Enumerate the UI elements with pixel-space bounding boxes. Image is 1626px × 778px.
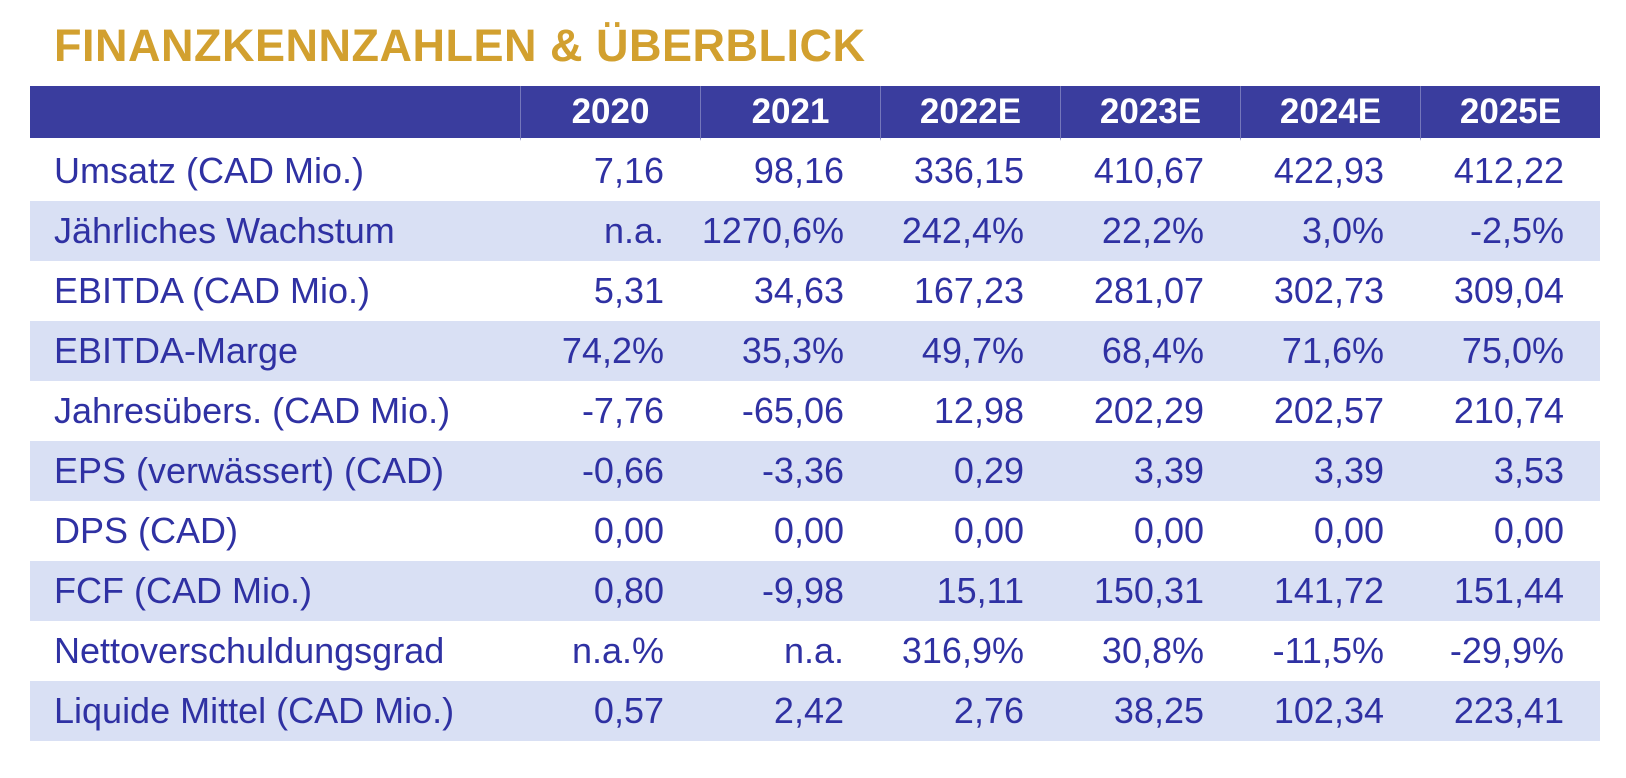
cell-value: -7,76 bbox=[581, 390, 664, 431]
cell-value: -11,5% bbox=[1272, 630, 1384, 671]
year-column-header: 2025E bbox=[1420, 86, 1600, 141]
page-title: FINANZKENNZAHLEN & ÜBERBLICK bbox=[54, 20, 866, 71]
cell-value: 12,98 bbox=[933, 390, 1024, 431]
cell-value: 151,44 bbox=[1453, 570, 1564, 611]
cell-value: 71,6% bbox=[1281, 330, 1384, 371]
cell-value: 2,42 bbox=[773, 690, 844, 731]
table-header: 2020 2021 2022E 2023E 2024E 2025E bbox=[30, 86, 1600, 141]
row-label: EBITDA (CAD Mio.) bbox=[54, 270, 371, 311]
cell-value: 1270,6% bbox=[701, 210, 844, 251]
cell-value: 22,2% bbox=[1101, 210, 1204, 251]
cell-value: 0,00 bbox=[953, 510, 1024, 551]
cell-value: n.a. bbox=[603, 210, 664, 251]
metric-column-header bbox=[30, 86, 520, 141]
cell-value: 302,73 bbox=[1273, 270, 1384, 311]
cell-value: -3,36 bbox=[761, 450, 844, 491]
table-row: EBITDA (CAD Mio.) 5,31 34,63 167,23 281,07 30… bbox=[30, 261, 1600, 321]
row-label: EPS (verwässert) (CAD) bbox=[54, 450, 445, 491]
table-row: Jahresübers. (CAD Mio.) -7,76 -65,06 12,98 2… bbox=[30, 381, 1600, 441]
row-label: Jahresübers. (CAD Mio.) bbox=[54, 390, 451, 431]
cell-value: 0,00 bbox=[1313, 510, 1384, 551]
year-column-header: 2022E bbox=[880, 86, 1060, 141]
row-label: Nettoverschuldungsgrad bbox=[54, 630, 445, 671]
cell-value: 98,16 bbox=[753, 150, 844, 191]
cell-value: 412,22 bbox=[1453, 150, 1564, 191]
cell-value: -29,9% bbox=[1449, 630, 1564, 671]
cell-value: 150,31 bbox=[1093, 570, 1204, 611]
cell-value: 0,80 bbox=[593, 570, 664, 611]
cell-value: 422,93 bbox=[1273, 150, 1384, 191]
row-label: Liquide Mittel (CAD Mio.) bbox=[54, 690, 455, 731]
year-column-header: 2020 bbox=[520, 86, 700, 141]
cell-value: 242,4% bbox=[901, 210, 1024, 251]
cell-value: 309,04 bbox=[1453, 270, 1564, 311]
table-row: DPS (CAD) 0,00 0,00 0,00 0,00 0,00 0,00 bbox=[30, 501, 1600, 561]
cell-value: 15,11 bbox=[936, 570, 1024, 611]
row-label: Umsatz (CAD Mio.) bbox=[54, 150, 365, 191]
cell-value: 3,0% bbox=[1301, 210, 1384, 251]
cell-value: 102,34 bbox=[1273, 690, 1384, 731]
cell-value: n.a. bbox=[783, 630, 844, 671]
cell-value: 38,25 bbox=[1113, 690, 1204, 731]
row-label: EBITDA-Marge bbox=[54, 330, 299, 371]
cell-value: 202,29 bbox=[1093, 390, 1204, 431]
row-label: FCF (CAD Mio.) bbox=[54, 570, 312, 611]
cell-value: 74,2% bbox=[561, 330, 664, 371]
financials-table: 2020 2021 2022E 2023E 2024E 2025E Umsatz (CAD… bbox=[30, 86, 1600, 741]
table-row: Jährliches Wachstum n.a. 1270,6% 242,4% 22,2… bbox=[30, 201, 1600, 261]
cell-value: 3,39 bbox=[1313, 450, 1384, 491]
row-label: DPS (CAD) bbox=[54, 510, 239, 551]
table-row: EPS (verwässert) (CAD) -0,66 -3,36 0,29 3,39… bbox=[30, 441, 1600, 501]
table-row: EBITDA-Marge 74,2% 35,3% 49,7% 68,4% 71,6% 75,… bbox=[30, 321, 1600, 381]
cell-value: -65,06 bbox=[741, 390, 844, 431]
cell-value: 0,00 bbox=[1493, 510, 1564, 551]
table-row: Umsatz (CAD Mio.) 7,16 98,16 336,15 410,67 42… bbox=[30, 141, 1600, 201]
cell-value: 141,72 bbox=[1273, 570, 1384, 611]
cell-value: -0,66 bbox=[581, 450, 664, 491]
table-body: Umsatz (CAD Mio.) 7,16 98,16 336,15 410,67 42… bbox=[30, 141, 1600, 741]
cell-value: 2,76 bbox=[953, 690, 1024, 731]
cell-value: 0,00 bbox=[1133, 510, 1204, 551]
cell-value: 68,4% bbox=[1101, 330, 1204, 371]
cell-value: 7,16 bbox=[593, 150, 664, 191]
cell-value: 167,23 bbox=[913, 270, 1024, 311]
cell-value: 35,3% bbox=[741, 330, 844, 371]
cell-value: 3,39 bbox=[1133, 450, 1204, 491]
row-label: Jährliches Wachstum bbox=[54, 210, 395, 251]
cell-value: 75,0% bbox=[1461, 330, 1564, 371]
cell-value: 30,8% bbox=[1101, 630, 1204, 671]
table-row: Liquide Mittel (CAD Mio.) 0,57 2,42 2,76 38,… bbox=[30, 681, 1600, 741]
header-row: 2020 2021 2022E 2023E 2024E 2025E bbox=[30, 86, 1600, 141]
cell-value: 202,57 bbox=[1273, 390, 1384, 431]
table-row: FCF (CAD Mio.) 0,80 -9,98 15,11 150,31 141,72… bbox=[30, 561, 1600, 621]
table-row: Nettoverschuldungsgrad n.a.% n.a. 316,9% 30,… bbox=[30, 621, 1600, 681]
cell-value: 316,9% bbox=[901, 630, 1024, 671]
cell-value: 210,74 bbox=[1453, 390, 1564, 431]
year-column-header: 2021 bbox=[700, 86, 880, 141]
cell-value: 281,07 bbox=[1093, 270, 1204, 311]
cell-value: 0,29 bbox=[953, 450, 1024, 491]
year-column-header: 2024E bbox=[1240, 86, 1420, 141]
cell-value: -2,5% bbox=[1469, 210, 1564, 251]
cell-value: -9,98 bbox=[761, 570, 844, 611]
cell-value: 410,67 bbox=[1093, 150, 1204, 191]
cell-value: 336,15 bbox=[913, 150, 1024, 191]
cell-value: 49,7% bbox=[921, 330, 1024, 371]
cell-value: 223,41 bbox=[1453, 690, 1564, 731]
cell-value: 0,00 bbox=[593, 510, 664, 551]
cell-value: 0,00 bbox=[773, 510, 844, 551]
cell-value: 0,57 bbox=[593, 690, 664, 731]
cell-value: n.a.% bbox=[571, 630, 664, 671]
cell-value: 5,31 bbox=[593, 270, 664, 311]
cell-value: 3,53 bbox=[1493, 450, 1564, 491]
cell-value: 34,63 bbox=[753, 270, 844, 311]
year-column-header: 2023E bbox=[1060, 86, 1240, 141]
